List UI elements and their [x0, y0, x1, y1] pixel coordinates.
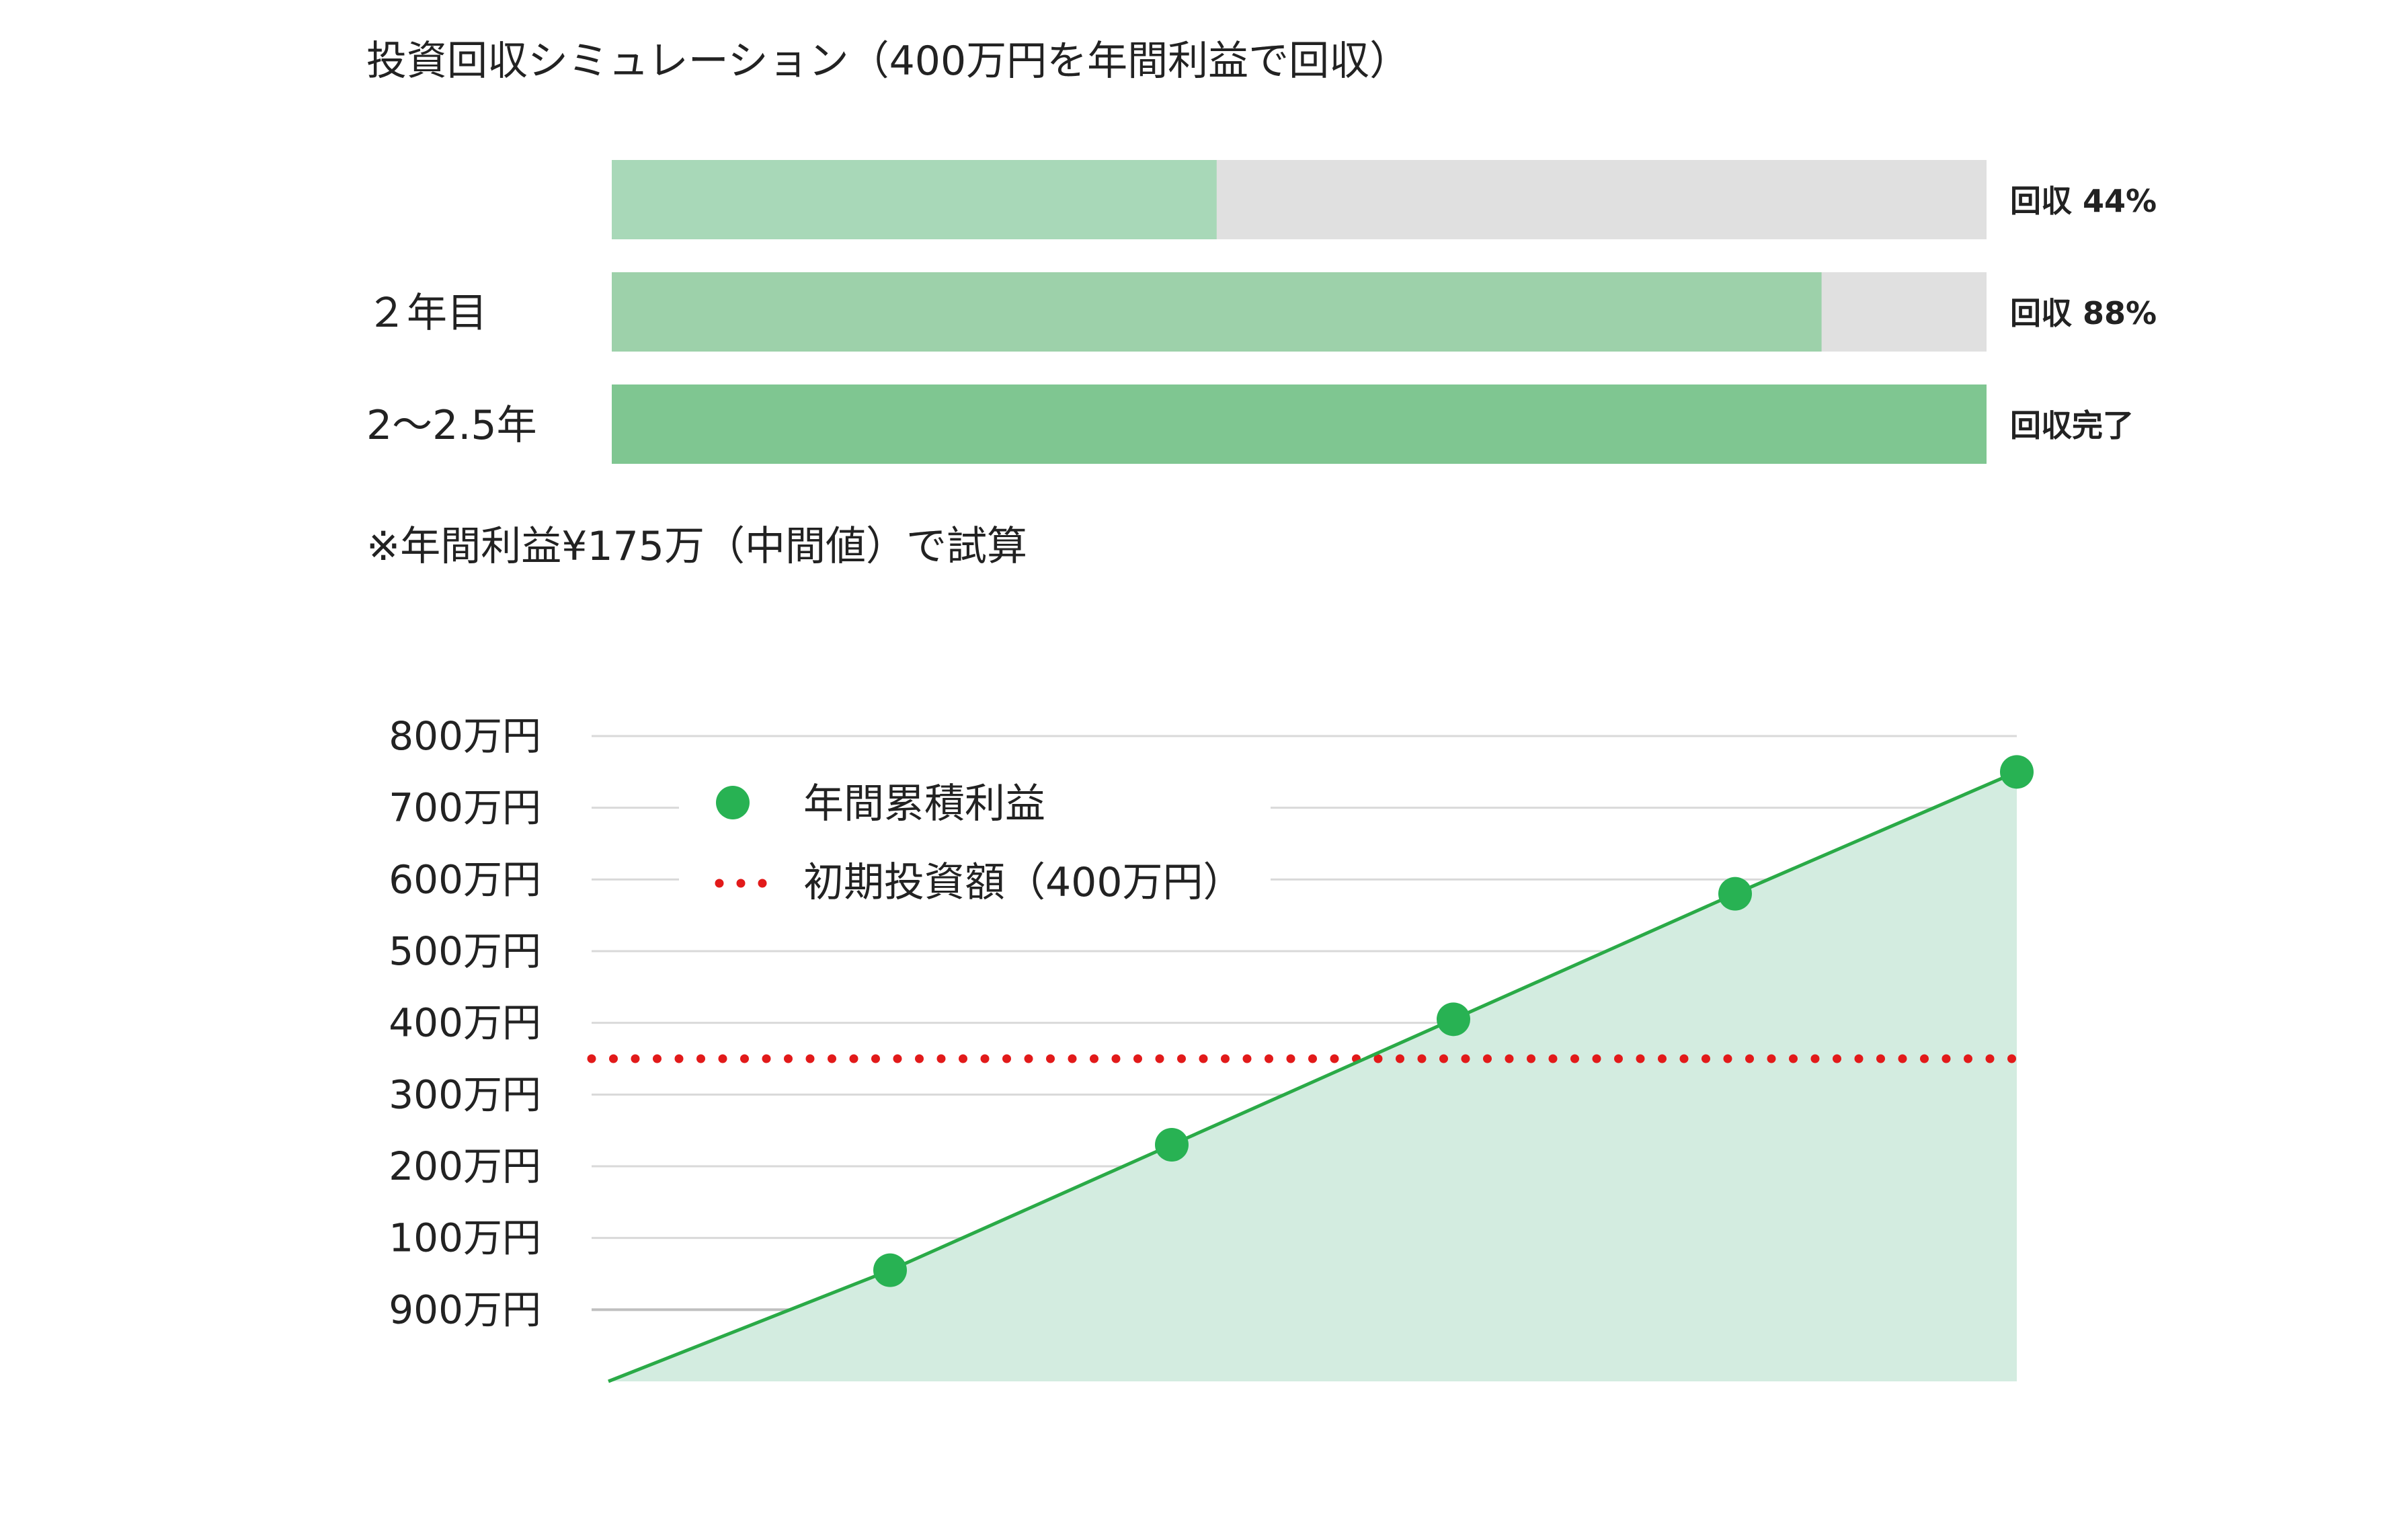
y-tick-label: 200万円: [389, 1143, 541, 1189]
y-tick-label: 300万円: [389, 1071, 541, 1117]
cumulative-profit-chart: 900万円 100万円 200万円 300万円 400万円 500万円 600万円 700万円…: [389, 713, 2034, 1383]
bar-fill: [612, 160, 1217, 239]
series-line: [608, 770, 2017, 1383]
bar-fill: [612, 272, 1822, 352]
progress-bar-chart: 回収 44% ２年目 回収 88% 2〜2.5年 回収完了: [366, 160, 2157, 464]
y-tick-label: 400万円: [389, 1000, 541, 1046]
y-tick-label: 700万円: [389, 785, 541, 831]
data-point: [873, 1253, 907, 1287]
area-fill: [608, 772, 2017, 1381]
data-point: [1718, 877, 1752, 911]
bar-value-label: 回収 88%: [2010, 295, 2157, 331]
footnote: ※年間利益¥175万（中間値）で試算: [366, 523, 1027, 570]
y-tick-label: 100万円: [389, 1215, 541, 1261]
data-point: [2000, 755, 2034, 789]
legend-marker-dot: [716, 786, 750, 819]
legend-background: [679, 773, 1271, 938]
y-tick-label: 900万円: [389, 1287, 541, 1332]
bar-value-label: 回収 44%: [2010, 183, 2157, 219]
data-point: [1155, 1128, 1189, 1162]
y-tick-label: 500万円: [389, 928, 541, 974]
bar-category-label: ２年目: [366, 290, 487, 337]
legend-label: 初期投資額（400万円）: [803, 859, 1244, 906]
y-tick-label: 800万円: [389, 713, 541, 759]
bar-category-label: 2〜2.5年: [366, 402, 537, 449]
bar-value-label: 回収完了: [2010, 407, 2134, 444]
y-tick-label: 600万円: [389, 856, 541, 902]
legend-label: 年間累積利益: [803, 780, 1045, 827]
data-point: [1437, 1002, 1470, 1037]
bar-fill: [612, 384, 1987, 464]
chart-title: 投資回収シミュレーション（400万円を年間利益で回収）: [366, 38, 1410, 85]
